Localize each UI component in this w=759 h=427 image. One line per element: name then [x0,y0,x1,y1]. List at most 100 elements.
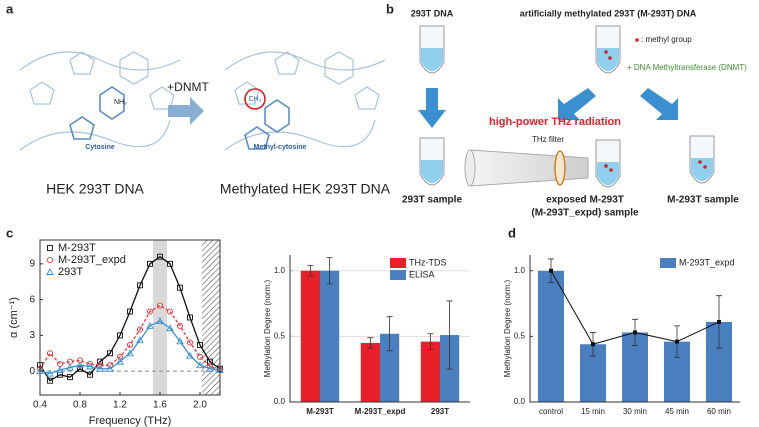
marker [126,349,134,357]
marker [146,308,154,315]
legend-marker [46,268,54,275]
series-line [39,304,221,371]
marker [196,361,204,369]
legend-swatch [390,258,406,268]
caption: Methylated HEK 293T DNA [220,181,391,197]
marker [126,341,134,348]
y-tick-label: 0.5 [274,331,286,340]
x-tick-label: 1.6 [153,400,167,411]
bar [380,333,400,402]
bar [300,270,320,402]
marker [76,361,84,369]
label: : methyl group [641,35,692,44]
marker [157,253,163,260]
y-tick-label: 0.0 [514,397,526,406]
marker [186,351,194,359]
label: exposed M-293T [546,195,624,206]
methyl-highlight [244,88,266,110]
bar [537,270,565,402]
arrow [168,97,204,125]
error-bar [427,333,434,350]
plot-frame [39,239,221,396]
marker [549,268,553,273]
marker [106,362,114,369]
marker [137,282,143,289]
legend-label: THz-TDS [409,257,447,267]
error-bar [367,337,374,349]
marker [156,302,164,309]
label: M-293T sample [667,195,739,206]
bar [420,341,440,402]
y-tick-label: 9 [29,258,35,269]
marker [186,339,194,346]
panel-label: d [508,225,516,240]
label: high-power THz radiation [489,116,621,128]
label: 293T DNA [411,8,454,18]
legend-marker [47,245,53,251]
bar [320,270,340,402]
y-axis-label: α (cm⁻¹) [8,297,20,338]
x-tick-label: M-293T_expd [355,407,406,416]
legend-marker [46,256,54,264]
marker [147,260,153,267]
axes [289,255,470,403]
arrow [418,88,446,128]
legend-swatch [390,270,406,280]
marker [47,377,53,384]
label: Cytosine [85,144,115,151]
marker [176,322,184,329]
marker [136,336,144,344]
label: (M-293T_expd) sample [531,208,639,219]
marker [633,330,637,335]
marker [196,353,204,360]
marker [86,362,94,370]
marker [96,364,104,372]
marker [146,321,154,329]
marker [117,332,123,339]
x-tick-label: 45 min [665,407,689,416]
marker [107,350,113,357]
marker [717,319,721,324]
dna-sketch [19,51,386,151]
y-tick-label: 0.5 [514,331,526,340]
beam-end [464,149,476,187]
label: + DNA Methyltransferase (DNMT) [627,63,747,72]
x-tick-label: M-293T [306,407,334,416]
y-tick-label: 3 [29,330,35,341]
methyl-dots [604,38,707,172]
label: THz filter [532,135,564,144]
marker [176,337,184,345]
label: NH₂ [114,99,127,106]
marker [56,366,64,373]
label: Methyl-cytosine [254,144,307,151]
panel-label: a [6,1,14,16]
y-tick-label: 6 [29,294,35,305]
axes [529,255,740,403]
marker [106,364,114,372]
error-bar [326,257,333,285]
y-tick-label: 0 [29,366,35,377]
y-axis-label: Methylation Degree (norm.) [263,279,272,377]
marker [56,360,64,368]
marker [197,341,203,348]
legend-label: M-293T [58,242,96,254]
x-tick-label: control [539,407,563,416]
series-line [39,320,221,375]
x-tick-label: 15 min [581,407,605,416]
tubes [419,25,715,188]
y-tick-label: 0.0 [274,397,286,406]
filter [554,150,566,186]
legend-label: ELISA [409,269,435,279]
marker [136,326,144,333]
label: +DNMT [167,80,209,94]
y-axis-label: Methylation Degree (norm.) [503,279,512,377]
error-bar [386,316,393,352]
x-tick-label: 1.2 [113,400,127,411]
arrow [640,88,678,120]
marker [97,358,103,365]
x-tick-label: 60 min [707,407,731,416]
y-tick-label: 1.0 [514,266,526,275]
marker [591,342,595,347]
